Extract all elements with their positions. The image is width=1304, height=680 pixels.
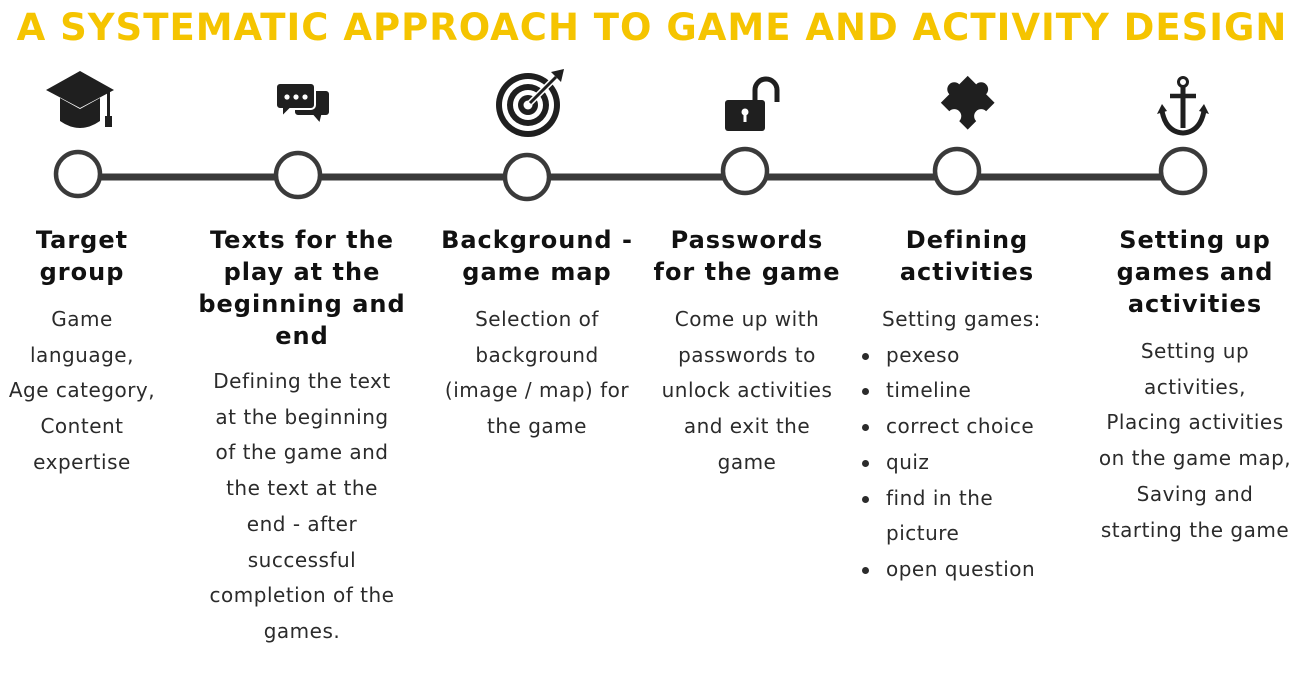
- step-description: Setting up activities, Placing activitie…: [1086, 334, 1304, 548]
- description-line: on the game map,: [1098, 446, 1292, 471]
- list-item: quiz: [856, 445, 1078, 481]
- step-background-game-map: Background - game map Selection of backg…: [432, 224, 642, 445]
- list-item: pexeso: [856, 338, 1078, 374]
- timeline-node-3: [502, 152, 552, 202]
- step-heading: Passwords for the game: [653, 226, 841, 286]
- description-line: unlock activities: [661, 378, 833, 403]
- list-item: open question: [856, 552, 1078, 588]
- description-line: successful: [247, 547, 357, 572]
- unlocked-padlock-icon: [725, 76, 780, 131]
- list-item: find in the picture: [856, 481, 1016, 552]
- timeline-node-5: [932, 146, 982, 196]
- list-item: correct choice: [856, 409, 1078, 445]
- step-texts-for-play: Texts for the play at the beginning and …: [196, 224, 408, 650]
- description-line: end - after: [246, 511, 358, 536]
- description-line: Age category,: [8, 378, 156, 403]
- description-line: Placing activities: [1106, 410, 1284, 435]
- description-line: Saving and: [1136, 481, 1254, 506]
- activity-list: pexeso timeline correct choice quiz find…: [856, 338, 1078, 588]
- timeline-node-4: [720, 146, 770, 196]
- step-description: Selection of background (image / map) fo…: [432, 302, 642, 445]
- description-line: activities,: [1143, 374, 1247, 399]
- description-line: (image / map) for: [444, 378, 630, 403]
- step-target-group: Target group Game language, Age category…: [0, 224, 164, 481]
- description-line: expertise: [33, 449, 131, 474]
- description-line: of the game and: [215, 440, 389, 465]
- step-passwords: Passwords for the game Come up with pass…: [646, 224, 848, 481]
- description-line: the game: [487, 414, 587, 439]
- description-line: Game: [51, 307, 113, 331]
- description-line: starting the game: [1100, 517, 1290, 542]
- step-heading: Target group: [35, 226, 129, 286]
- page-title: A SYSTEMATIC APPROACH TO GAME AND ACTIVI…: [16, 6, 1288, 49]
- step-description: Game language, Age category, Content exp…: [0, 302, 164, 481]
- description-line: game: [717, 449, 777, 474]
- timeline-node-1: [53, 149, 103, 199]
- description-line: passwords to: [678, 342, 816, 367]
- description-line: Selection of: [475, 307, 599, 331]
- step-description: Setting games: pexeso timeline correct c…: [856, 302, 1078, 588]
- step-defining-activities: Defining activities Setting games: pexes…: [856, 224, 1078, 588]
- description-line: Content: [40, 414, 124, 439]
- description-line: completion of the: [209, 583, 395, 608]
- description-line: Setting up: [1140, 339, 1250, 363]
- description-line: and exit the: [683, 414, 811, 439]
- graduation-cap-icon: [46, 71, 114, 128]
- timeline-node-2: [273, 150, 323, 200]
- description-line: background: [475, 342, 599, 367]
- description-line: language,: [30, 342, 134, 367]
- list-item: timeline: [856, 373, 1078, 409]
- description-line: at the beginning: [215, 404, 389, 429]
- timeline: [46, 69, 1209, 202]
- chat-bubbles-icon: [275, 82, 331, 127]
- step-description: Defining the text at the beginning of th…: [196, 364, 408, 650]
- description-line: Defining the text: [213, 369, 391, 393]
- anchor-icon: [1157, 76, 1209, 136]
- description-intro: Setting games:: [882, 307, 1041, 331]
- step-heading: Defining activities: [899, 226, 1035, 286]
- step-description: Come up with passwords to unlock activit…: [646, 302, 848, 481]
- puzzle-piece-icon: [940, 75, 995, 130]
- step-setting-up-games: Setting up games and activities Setting …: [1086, 224, 1304, 548]
- step-heading: Texts for the play at the beginning and …: [198, 226, 406, 350]
- timeline-node-6: [1158, 146, 1208, 196]
- step-heading: Background - game map: [441, 226, 633, 286]
- target-icon: [496, 69, 564, 137]
- description-line: the text at the: [226, 476, 378, 501]
- step-heading: Setting up games and activities: [1116, 226, 1274, 318]
- description-line: games.: [263, 618, 341, 643]
- description-line: Come up with: [674, 307, 820, 331]
